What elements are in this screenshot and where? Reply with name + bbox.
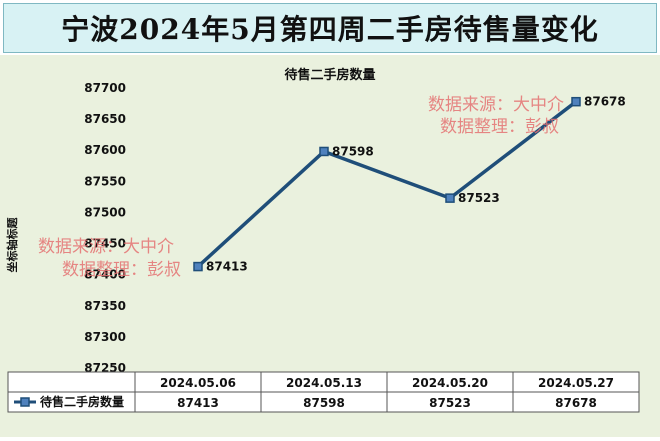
legend-marker — [20, 397, 30, 407]
data-point — [319, 146, 329, 157]
line-chart: 待售二手房数量 坐标轴标题 87700876508760087550875008… — [5, 67, 640, 413]
y-axis-ticks: 87700 87650 87600 87550 87500 87450 87400 87350… — [84, 81, 126, 375]
watermarks: 数据来源：大中介 数据整理：彭叔 数据来源：大中介 数据整理：彭叔 — [38, 95, 564, 280]
data-label: 87598 — [332, 144, 374, 158]
y-tick-label: 87650 — [84, 112, 126, 126]
chart-title: 待售二手房数量 — [283, 67, 375, 83]
data-label: 87678 — [584, 95, 626, 109]
y-tick-label: 87600 — [84, 143, 126, 157]
series-line — [196, 100, 578, 268]
data-label: 87413 — [206, 260, 248, 274]
x-category-label: 2024.05.20 — [412, 376, 488, 390]
data-point — [571, 96, 581, 107]
watermark-source-2: 数据来源：大中介 — [428, 95, 564, 115]
data-labels: 87413 87598 87523 87678 — [206, 95, 626, 274]
y-tick-label: 87350 — [84, 299, 126, 313]
y-tick-label: 87300 — [84, 330, 126, 344]
table-value-cell: 87413 — [177, 396, 219, 410]
watermark-source-1: 数据来源：大中介 — [38, 237, 174, 257]
y-tick-label: 87500 — [84, 205, 126, 219]
watermark-arranger-1: 数据整理：彭叔 — [62, 260, 181, 280]
y-tick-label: 87450 — [84, 237, 126, 251]
x-category-label: 2024.05.06 — [160, 376, 236, 390]
data-label: 87523 — [458, 191, 500, 205]
x-category-label: 2024.05.27 — [538, 376, 614, 390]
table-value-cell: 87598 — [303, 396, 345, 410]
data-table: 2024.05.06 87413 2024.05.13 87598 2024.05.20… — [7, 371, 640, 413]
y-tick-label: 87400 — [84, 268, 126, 282]
x-category-label: 2024.05.13 — [286, 376, 362, 390]
series-layer — [193, 96, 581, 272]
y-tick-label: 87550 — [84, 174, 126, 188]
y-tick-label: 87700 — [84, 81, 126, 95]
y-axis-label: 坐标轴标题 — [5, 217, 19, 273]
table-value-cell: 87523 — [429, 396, 471, 410]
table-value-cell: 87678 — [555, 396, 597, 410]
data-point — [445, 193, 455, 203]
plot-area: 待售二手房数量 坐标轴标题 87700 87650 87600 87550 87500 8… — [0, 55, 660, 437]
legend-series-name: 待售二手房数量 — [40, 394, 124, 409]
watermark-arranger-2: 数据整理：彭叔 — [440, 117, 559, 137]
page-title: 宁波2024年5月第四周二手房待售量变化 — [61, 13, 599, 46]
data-point — [193, 261, 203, 272]
title-banner: 宁波2024年5月第四周二手房待售量变化 — [3, 3, 657, 53]
